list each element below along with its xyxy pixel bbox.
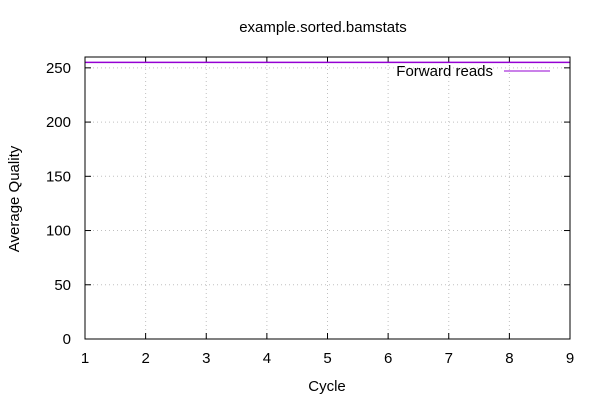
x-tick-label: 7 (445, 350, 453, 367)
y-tick-label: 100 (46, 223, 71, 240)
x-tick-label: 3 (202, 350, 210, 367)
x-tick-label: 4 (263, 350, 271, 367)
x-tick-label: 8 (505, 350, 513, 367)
y-axis-title: Average Quality (6, 145, 23, 252)
x-tick-label: 1 (81, 350, 89, 367)
chart-title: example.sorted.bamstats (239, 19, 407, 36)
y-tick-label: 0 (63, 331, 71, 348)
x-tick-label: 2 (141, 350, 149, 367)
y-tick-label: 150 (46, 168, 71, 185)
legend-label: Forward reads (396, 63, 493, 80)
tick-layer: 0 50 100 150 200 250 1 2 3 4 5 6 7 8 9 (46, 57, 574, 367)
x-tick-label: 6 (384, 350, 392, 367)
y-tick-label: 250 (46, 60, 71, 77)
legend: Forward reads (396, 63, 550, 80)
grid-layer (85, 57, 570, 339)
plot-frame (84, 56, 571, 340)
y-tick-label: 200 (46, 114, 71, 131)
y-tick-label: 50 (54, 277, 71, 294)
x-tick-label: 9 (566, 350, 574, 367)
x-axis-title: Cycle (308, 378, 346, 395)
x-tick-label: 5 (323, 350, 331, 367)
